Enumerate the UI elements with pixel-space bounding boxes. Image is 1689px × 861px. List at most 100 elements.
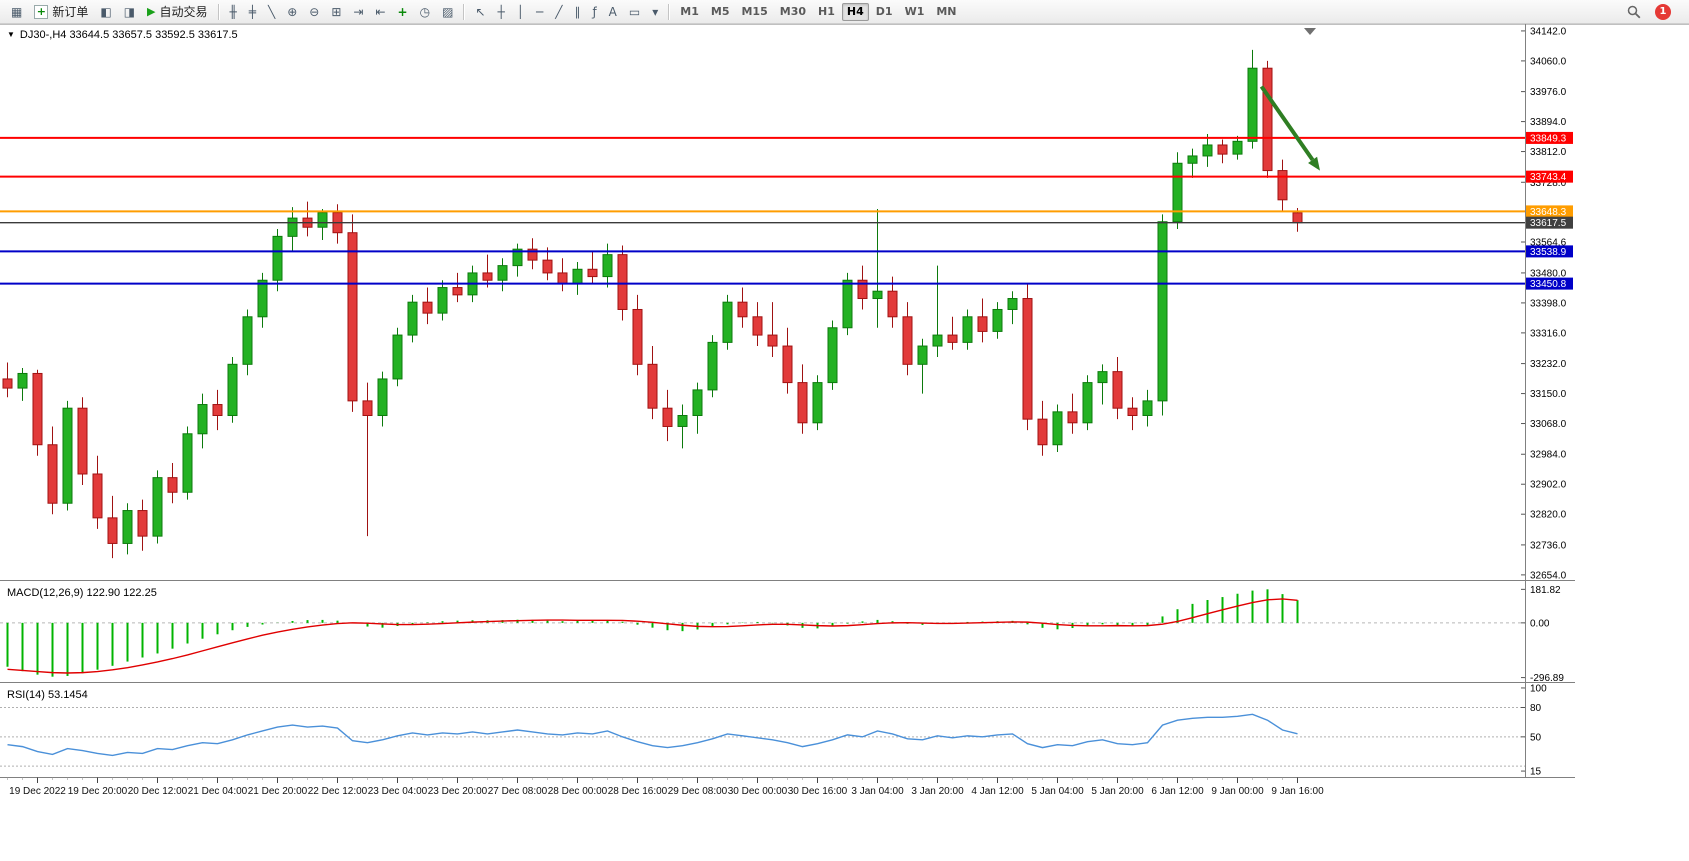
price-badge-33617.5 bbox=[1526, 216, 1573, 229]
svg-text:33564.6: 33564.6 bbox=[1530, 238, 1567, 249]
svg-text:100: 100 bbox=[1530, 683, 1547, 694]
text-label-icon: ▭ bbox=[628, 4, 641, 19]
rsi-panel: 100 80 50 15 bbox=[0, 683, 1547, 778]
templates-button[interactable]: ▨ bbox=[437, 2, 458, 22]
auto-trading-label: 自动交易 bbox=[159, 5, 208, 19]
svg-text:19 Dec 20:00: 19 Dec 20:00 bbox=[68, 786, 128, 795]
svg-text:33743.4: 33743.4 bbox=[1530, 172, 1567, 183]
svg-text:21 Dec 04:00: 21 Dec 04:00 bbox=[188, 786, 248, 795]
svg-text:3 Jan 04:00: 3 Jan 04:00 bbox=[851, 786, 904, 795]
templates-icon: ▨ bbox=[442, 4, 454, 19]
indicators-button[interactable]: + bbox=[393, 2, 413, 22]
svg-text:0.00: 0.00 bbox=[1530, 618, 1550, 629]
new-chart-button[interactable]: ▦ bbox=[6, 2, 27, 22]
svg-text:3 Jan 20:00: 3 Jan 20:00 bbox=[911, 786, 964, 795]
bar-chart-button[interactable]: ╫ bbox=[225, 2, 242, 22]
equidistant-channel-button[interactable]: ∥ bbox=[569, 2, 585, 22]
svg-text:33728.0: 33728.0 bbox=[1530, 178, 1567, 189]
svg-text:22 Dec 12:00: 22 Dec 12:00 bbox=[308, 786, 368, 795]
svg-text:5 Jan 04:00: 5 Jan 04:00 bbox=[1031, 786, 1084, 795]
timeframe-m1[interactable]: M1 bbox=[675, 3, 704, 21]
chart-shift-marker[interactable] bbox=[1304, 28, 1316, 35]
tile-windows-button[interactable]: ⊞ bbox=[326, 2, 346, 22]
chart-title-text: DJ30-,H4 33644.5 33657.5 33592.5 33617.5 bbox=[19, 29, 238, 41]
svg-text:27 Dec 08:00: 27 Dec 08:00 bbox=[488, 786, 548, 795]
arrows-button[interactable]: ▾ bbox=[647, 2, 663, 22]
zoom-in-icon: ⊕ bbox=[287, 4, 298, 19]
fibonacci-button[interactable]: ƒ bbox=[587, 2, 601, 22]
chart-shift-button[interactable]: ⇤ bbox=[370, 2, 390, 22]
crosshair-icon: ┼ bbox=[497, 4, 505, 19]
timeframe-h1[interactable]: H1 bbox=[813, 3, 840, 21]
svg-text:33232.0: 33232.0 bbox=[1530, 359, 1567, 370]
periods-button[interactable]: ◷ bbox=[415, 2, 435, 22]
svg-text:23 Dec 04:00: 23 Dec 04:00 bbox=[368, 786, 428, 795]
auto-trading-icon: ▶ bbox=[147, 5, 156, 18]
auto-trading-button[interactable]: ▶ 自动交易 bbox=[142, 2, 212, 22]
time-axis[interactable]: 19 Dec 2022 19 Dec 20:00 20 Dec 12:00 21 De… bbox=[7, 777, 1325, 796]
svg-text:30 Dec 16:00: 30 Dec 16:00 bbox=[788, 786, 848, 795]
vertical-line-button[interactable]: │ bbox=[512, 2, 529, 22]
zoom-out-button[interactable]: ⊖ bbox=[304, 2, 324, 22]
macd-panel: 181.82 0.00 -296.89 bbox=[0, 585, 1564, 684]
timeframe-m5[interactable]: M5 bbox=[706, 3, 735, 21]
svg-text:9 Jan 00:00: 9 Jan 00:00 bbox=[1211, 786, 1264, 795]
svg-text:6 Jan 12:00: 6 Jan 12:00 bbox=[1151, 786, 1204, 795]
price-badge-33450.8 bbox=[1526, 277, 1573, 290]
price-badge-33743.4 bbox=[1526, 170, 1573, 183]
search-button[interactable] bbox=[1625, 3, 1643, 21]
cursor-button[interactable]: ↖ bbox=[470, 2, 490, 22]
svg-text:32820.0: 32820.0 bbox=[1530, 510, 1567, 521]
toolbar-group-timeframes: M1 M5 M15 M30 H1 H4 D1 W1 MN bbox=[675, 2, 961, 21]
svg-text:33480.0: 33480.0 bbox=[1530, 268, 1567, 279]
arrow-annotation-head bbox=[1308, 156, 1320, 171]
timeframe-m30[interactable]: M30 bbox=[775, 3, 811, 21]
trendline-button[interactable]: ╱ bbox=[550, 2, 567, 22]
data-window-button[interactable]: ◨ bbox=[119, 2, 140, 22]
notification-badge[interactable]: 1 bbox=[1655, 3, 1671, 20]
zoom-out-icon: ⊖ bbox=[309, 4, 320, 19]
candlestick-chart-icon: ╪ bbox=[248, 4, 256, 19]
arrow-annotation[interactable] bbox=[1259, 85, 1315, 162]
svg-text:33398.0: 33398.0 bbox=[1530, 298, 1567, 309]
price-axis[interactable]: 34142.0 34060.0 33976.0 33894.0 33812.0 33728… bbox=[1521, 26, 1573, 581]
svg-text:33894.0: 33894.0 bbox=[1530, 117, 1567, 128]
svg-text:32902.0: 32902.0 bbox=[1530, 480, 1567, 491]
candlestick-chart-button[interactable]: ╪ bbox=[244, 2, 261, 22]
timeframe-h4[interactable]: H4 bbox=[841, 2, 869, 21]
svg-text:50: 50 bbox=[1530, 732, 1542, 743]
line-chart-icon: ╲ bbox=[268, 4, 276, 19]
timeframe-d1[interactable]: D1 bbox=[871, 3, 898, 21]
chart-canvas[interactable]: 34142.0 34060.0 33976.0 33894.0 33812.0 33728… bbox=[0, 24, 1689, 795]
price-badge-33648.3 bbox=[1526, 205, 1573, 218]
candles-layer bbox=[2, 49, 1303, 559]
line-chart-button[interactable]: ╲ bbox=[263, 2, 280, 22]
svg-text:21 Dec 20:00: 21 Dec 20:00 bbox=[248, 786, 308, 795]
svg-text:4 Jan 12:00: 4 Jan 12:00 bbox=[971, 786, 1024, 795]
cursor-icon: ↖ bbox=[475, 4, 486, 19]
svg-text:33538.9: 33538.9 bbox=[1530, 247, 1567, 258]
toolbar-separator bbox=[668, 3, 671, 20]
svg-text:19 Dec 2022: 19 Dec 2022 bbox=[9, 786, 66, 795]
macd-signal-line bbox=[7, 598, 1298, 674]
timeframe-mn[interactable]: MN bbox=[931, 3, 961, 21]
svg-text:80: 80 bbox=[1530, 703, 1542, 714]
crosshair-button[interactable]: ┼ bbox=[493, 2, 510, 22]
text-button[interactable]: A bbox=[604, 2, 622, 22]
text-label-button[interactable]: ▭ bbox=[624, 2, 645, 22]
svg-text:5 Jan 20:00: 5 Jan 20:00 bbox=[1091, 786, 1144, 795]
svg-text:9 Jan 16:00: 9 Jan 16:00 bbox=[1271, 786, 1324, 795]
zoom-in-button[interactable]: ⊕ bbox=[282, 2, 302, 22]
chart-title: ▼ DJ30-,H4 33644.5 33657.5 33592.5 33617… bbox=[7, 29, 238, 41]
timeframe-m15[interactable]: M15 bbox=[736, 3, 772, 21]
new-order-button[interactable]: + 新订单 bbox=[29, 2, 93, 22]
data-window-icon: ◨ bbox=[123, 4, 136, 19]
horizontal-line-icon: ─ bbox=[535, 4, 544, 19]
one-click-trading-toggle[interactable]: ▼ bbox=[7, 30, 15, 39]
auto-scroll-button[interactable]: ⇥ bbox=[348, 2, 368, 22]
svg-text:30 Dec 00:00: 30 Dec 00:00 bbox=[728, 786, 788, 795]
profiles-button[interactable]: ◧ bbox=[95, 2, 116, 22]
horizontal-line-button[interactable]: ─ bbox=[531, 2, 548, 22]
timeframe-w1[interactable]: W1 bbox=[900, 3, 930, 21]
bar-chart-icon: ╫ bbox=[229, 4, 237, 19]
